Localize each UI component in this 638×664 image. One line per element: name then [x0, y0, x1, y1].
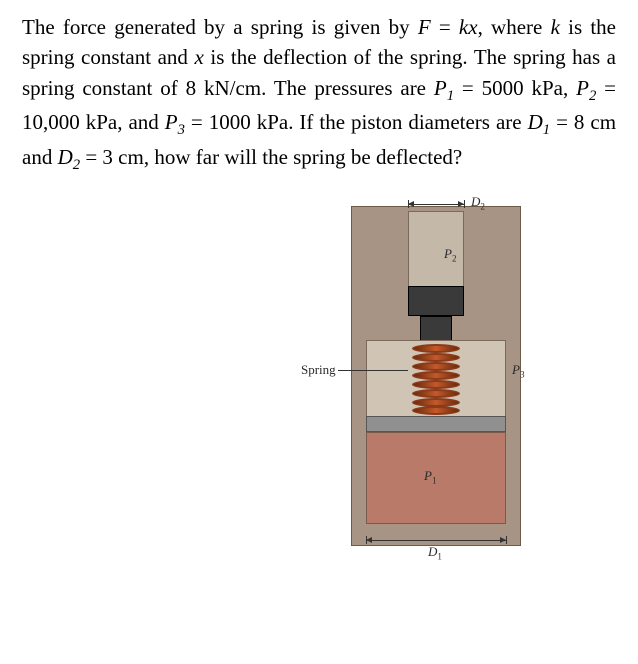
text: where	[491, 15, 551, 39]
var-D1: D	[528, 110, 543, 134]
var-P2: P	[576, 76, 589, 100]
text: The force generated by a spring is given…	[22, 15, 418, 39]
var-P3: P	[165, 110, 178, 134]
text: is the deflection of	[204, 45, 371, 69]
dim-line-d2	[408, 204, 464, 205]
arrow-icon	[458, 201, 464, 207]
figure-area: D2 P2 Spring P3 P1 D1	[22, 206, 616, 586]
piston-bottom	[366, 416, 506, 432]
text: deflected?	[376, 145, 462, 169]
var-x: x	[194, 45, 203, 69]
label-p2: P2	[444, 246, 457, 264]
spring-icon	[412, 344, 460, 414]
label-spring: Spring	[301, 362, 336, 378]
sub-1: 1	[447, 88, 454, 104]
text: = 3 cm, how far will the spring be	[80, 145, 371, 169]
var-F: F	[418, 15, 431, 39]
label-d2: D2	[471, 194, 485, 212]
var-P1: P	[434, 76, 447, 100]
var-k: k	[551, 15, 560, 39]
dim-tick	[506, 536, 507, 544]
text: ,	[478, 15, 483, 39]
text: = 5000 kPa,	[454, 76, 576, 100]
var-D2: D	[58, 145, 73, 169]
sub-2b: 2	[73, 157, 80, 173]
piston-figure: D2 P2 Spring P3 P1 D1	[296, 206, 556, 586]
text: = 1000 kPa. If the piston diameters are	[185, 110, 528, 134]
text: =	[431, 15, 459, 39]
sub-3: 3	[178, 123, 185, 139]
var-kx: kx	[459, 15, 478, 39]
label-d1: D1	[428, 544, 442, 562]
label-p1: P1	[424, 468, 437, 486]
arrow-icon	[500, 537, 506, 543]
piston-top	[408, 286, 464, 316]
arrow-icon	[408, 201, 414, 207]
dim-tick	[464, 200, 465, 208]
problem-text: The force generated by a spring is given…	[22, 12, 616, 176]
arrow-icon	[366, 537, 372, 543]
text: kPa, and	[86, 110, 165, 134]
label-p3: P3	[512, 362, 525, 380]
text: kN/cm. The pressures are	[204, 76, 434, 100]
sub-1b: 1	[543, 123, 550, 139]
dim-line-d1	[366, 540, 506, 541]
leader-line	[338, 370, 408, 371]
